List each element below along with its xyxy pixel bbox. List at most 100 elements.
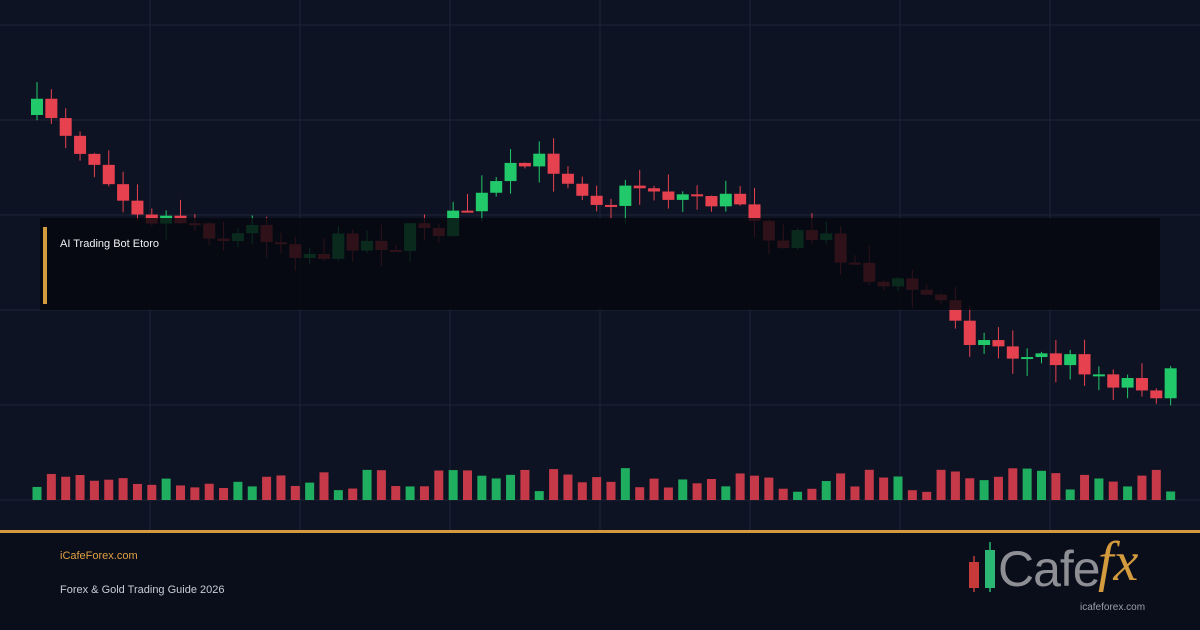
volume-bar: [348, 488, 358, 500]
volume-bar: [448, 470, 458, 500]
candle-body: [1164, 368, 1177, 399]
candle-body: [475, 192, 488, 212]
volume-bar: [1137, 475, 1147, 500]
volume-bar: [620, 468, 630, 500]
candle-body: [31, 98, 43, 115]
site-name: iCafeForex.com: [60, 550, 138, 562]
volume-bar: [793, 491, 803, 500]
divider: [0, 530, 1200, 533]
volume-bar: [922, 491, 932, 500]
candle-body: [131, 200, 144, 215]
candle-body: [1078, 354, 1091, 375]
candle-body: [1021, 357, 1034, 360]
volume-bar: [692, 483, 702, 500]
volume-bar: [376, 470, 386, 500]
volume-bar: [46, 473, 56, 500]
candle-body: [1092, 374, 1105, 377]
volume-bar: [893, 476, 903, 500]
candle-body: [490, 181, 503, 193]
volume-bar: [1080, 474, 1090, 500]
candle-body: [619, 185, 632, 206]
candle-body: [547, 153, 560, 174]
candle-body: [963, 320, 976, 345]
candle-body: [978, 340, 991, 345]
subtitle: Forex & Gold Trading Guide 2026: [60, 584, 225, 596]
volume-bar: [1008, 468, 1018, 500]
candle-body: [1064, 354, 1077, 366]
logo-candle: [985, 550, 995, 588]
volume-bar: [1022, 468, 1032, 500]
candle-body: [45, 98, 58, 119]
volume-bar: [821, 481, 831, 500]
volume-bar: [606, 481, 616, 500]
volume-bar: [936, 469, 946, 500]
volume-bar: [520, 469, 530, 500]
volume-bar: [161, 478, 171, 500]
candle-body: [590, 195, 603, 205]
volume-bar: [190, 487, 200, 500]
candle-body: [461, 210, 474, 213]
candle-body: [1121, 378, 1134, 388]
logo-accent: fx: [1098, 531, 1139, 593]
volume-bar: [965, 478, 975, 500]
candle-body: [1035, 353, 1048, 358]
volume-bar: [778, 488, 788, 500]
candle-body: [734, 193, 747, 205]
candle-body: [576, 183, 589, 196]
volume-bar: [879, 477, 889, 500]
candle-body: [102, 164, 115, 185]
candle-body: [662, 191, 675, 200]
candle-body: [648, 188, 661, 192]
logo-candle: [969, 562, 979, 588]
banner-label: AI Trading Bot Etoro: [60, 238, 160, 250]
volume-bar: [663, 487, 673, 500]
volume-bar: [305, 482, 315, 500]
volume-bar: [979, 480, 989, 500]
logo-url: icafeforex.com: [1080, 602, 1146, 613]
candle-body: [705, 196, 718, 207]
volume-bar: [1051, 473, 1061, 500]
candle-body: [533, 153, 546, 167]
candle-body: [1049, 353, 1062, 366]
volume-bar: [907, 490, 917, 500]
candle-body: [691, 194, 704, 197]
banner-accent: [43, 227, 47, 304]
volume-bar: [176, 485, 185, 500]
volume-bar: [1123, 486, 1133, 500]
candle-body: [59, 118, 72, 136]
volume-bar: [491, 478, 501, 500]
volume-bar: [247, 486, 257, 500]
volume-bar: [118, 478, 128, 500]
candle-body: [748, 204, 761, 221]
volume-bar: [836, 473, 846, 500]
volume-bar: [204, 483, 214, 500]
volume-bar: [290, 485, 300, 500]
logo-icon: [969, 542, 995, 592]
candle-body: [518, 162, 531, 167]
footer-band: [0, 533, 1200, 630]
volume-bar: [262, 476, 272, 500]
volume-bar: [434, 470, 444, 500]
volume-bar: [864, 469, 874, 500]
volume-bar: [89, 480, 99, 500]
candle-body: [1006, 346, 1019, 359]
volume-bar: [577, 482, 587, 500]
candle-body: [676, 194, 689, 200]
candle-body: [1107, 374, 1120, 388]
candle-body: [992, 340, 1005, 347]
volume-bar: [1108, 481, 1118, 500]
volume-bar: [233, 481, 243, 500]
volume-bar: [32, 486, 42, 500]
volume-bar: [405, 486, 415, 500]
volume-bar: [1151, 469, 1161, 500]
volume-bar: [1166, 491, 1176, 500]
volume-bar: [549, 469, 559, 500]
candle-body: [719, 193, 732, 207]
volume-bar: [1037, 470, 1046, 500]
volume-bar: [477, 475, 487, 500]
volume-bar: [750, 475, 759, 500]
banner-box: [40, 218, 1160, 310]
candle-body: [117, 184, 130, 201]
volume-bar: [764, 477, 774, 500]
